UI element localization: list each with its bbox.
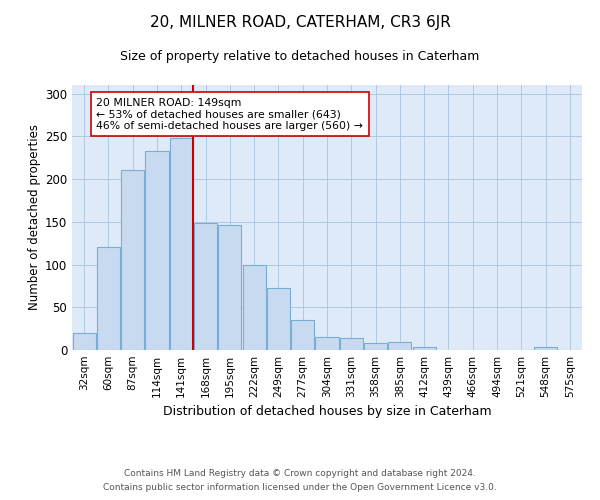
Bar: [242, 264, 266, 350]
Bar: [316, 337, 338, 350]
Bar: [291, 320, 314, 350]
Bar: [534, 348, 557, 350]
Text: Contains public sector information licensed under the Open Government Licence v3: Contains public sector information licen…: [103, 484, 497, 492]
Bar: [413, 348, 436, 350]
Bar: [340, 338, 363, 350]
Text: Contains HM Land Registry data © Crown copyright and database right 2024.: Contains HM Land Registry data © Crown c…: [124, 468, 476, 477]
Bar: [388, 342, 412, 350]
Bar: [97, 248, 120, 350]
Text: Size of property relative to detached houses in Caterham: Size of property relative to detached ho…: [121, 50, 479, 63]
Text: 20 MILNER ROAD: 149sqm
← 53% of detached houses are smaller (643)
46% of semi-de: 20 MILNER ROAD: 149sqm ← 53% of detached…: [96, 98, 363, 131]
Bar: [218, 225, 241, 350]
Text: 20, MILNER ROAD, CATERHAM, CR3 6JR: 20, MILNER ROAD, CATERHAM, CR3 6JR: [149, 15, 451, 30]
Bar: [170, 138, 193, 350]
Bar: [364, 343, 387, 350]
Bar: [267, 288, 290, 350]
Bar: [194, 224, 217, 350]
Bar: [145, 151, 169, 350]
Y-axis label: Number of detached properties: Number of detached properties: [28, 124, 41, 310]
X-axis label: Distribution of detached houses by size in Caterham: Distribution of detached houses by size …: [163, 406, 491, 418]
Bar: [73, 333, 95, 350]
Bar: [121, 170, 144, 350]
